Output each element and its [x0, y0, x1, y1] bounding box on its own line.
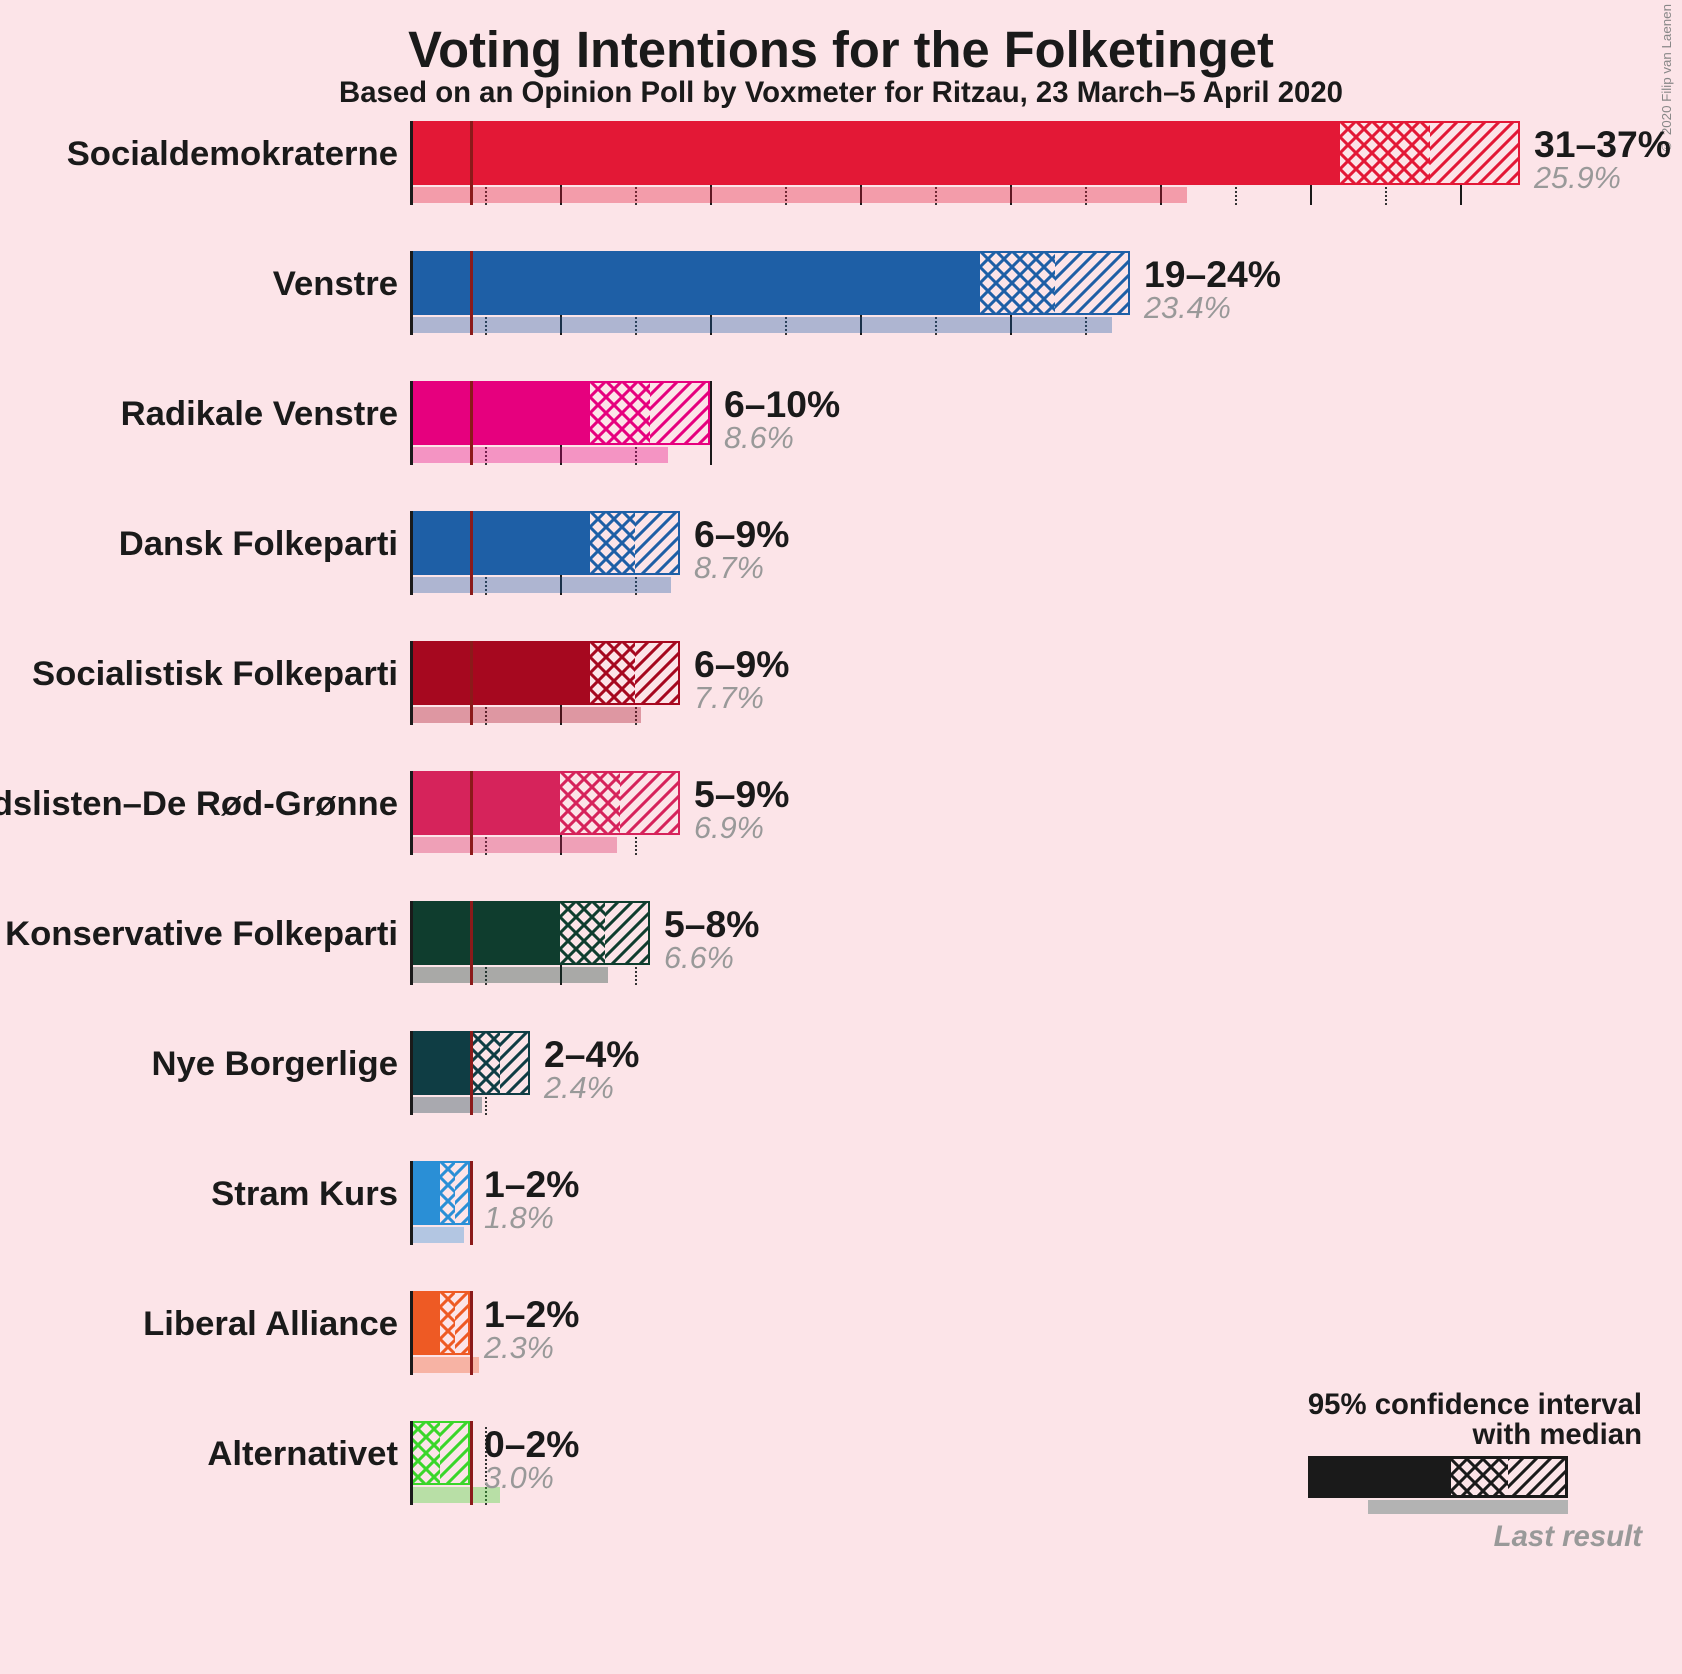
range-label: 0–2%: [484, 1423, 579, 1466]
last-result-bar: [410, 967, 608, 983]
chart-title: Voting Intentions for the Folketinget: [0, 20, 1682, 79]
last-result-label: 7.7%: [694, 681, 764, 716]
threshold-line: [470, 511, 473, 595]
axis-line: [410, 1031, 413, 1115]
legend-ci-line2: with median: [1308, 1418, 1642, 1452]
axis-line: [410, 121, 413, 205]
threshold-line: [470, 121, 473, 205]
range-label: 19–24%: [1144, 253, 1281, 296]
chart-subtitle: Based on an Opinion Poll by Voxmeter for…: [0, 76, 1682, 110]
last-result-label: 25.9%: [1534, 161, 1621, 196]
range-label: 1–2%: [484, 1163, 579, 1206]
last-result-label: 6.6%: [664, 941, 734, 976]
party-label: Alternativet: [207, 1435, 410, 1474]
legend-last-result: Last result: [1308, 1520, 1642, 1554]
axis-line: [410, 641, 413, 725]
last-result-bar: [410, 577, 671, 593]
last-result-label: 8.6%: [724, 421, 794, 456]
last-result-bar: [410, 1357, 479, 1373]
threshold-line: [470, 1031, 473, 1115]
last-result-label: 2.4%: [544, 1071, 614, 1106]
last-result-bar: [410, 317, 1112, 333]
party-row: Det Konservative Folkeparti 5–8%6.6%: [0, 895, 1682, 1025]
threshold-line: [470, 901, 473, 985]
last-result-bar: [410, 447, 668, 463]
last-result-bar: [410, 187, 1187, 203]
threshold-line: [470, 641, 473, 725]
legend: 95% confidence interval with median Last…: [1308, 1388, 1642, 1554]
range-label: 6–10%: [724, 383, 840, 426]
party-label: Venstre: [273, 265, 410, 304]
party-label: Radikale Venstre: [121, 395, 410, 434]
threshold-line: [470, 771, 473, 855]
party-row: Venstre 19–24%23.4%: [0, 245, 1682, 375]
range-label: 1–2%: [484, 1293, 579, 1336]
party-row: Enhedslisten–De Rød-Grønne 5–9%6.9%: [0, 765, 1682, 895]
party-label: Socialdemokraterne: [67, 135, 410, 174]
last-result-label: 6.9%: [694, 811, 764, 846]
threshold-line: [470, 1161, 473, 1245]
chart-canvas: Voting Intentions for the Folketinget Ba…: [0, 0, 1682, 1674]
party-label: Socialistisk Folkeparti: [32, 655, 410, 694]
party-label: Dansk Folkeparti: [119, 525, 410, 564]
range-label: 5–8%: [664, 903, 759, 946]
party-row: Socialdemokraterne 31–37%25.9%: [0, 115, 1682, 245]
axis-line: [410, 251, 413, 335]
party-label: Stram Kurs: [211, 1175, 410, 1214]
range-label: 6–9%: [694, 643, 789, 686]
range-label: 6–9%: [694, 513, 789, 556]
last-result-label: 1.8%: [484, 1201, 554, 1236]
axis-line: [410, 381, 413, 465]
range-label: 5–9%: [694, 773, 789, 816]
party-label: Liberal Alliance: [143, 1305, 410, 1344]
range-label: 31–37%: [1534, 123, 1671, 166]
threshold-line: [470, 1421, 473, 1505]
party-label: Enhedslisten–De Rød-Grønne: [0, 785, 410, 824]
party-row: Socialistisk Folkeparti 6–9%7.7%: [0, 635, 1682, 765]
threshold-line: [470, 251, 473, 335]
party-row: Radikale Venstre 6–10%8.6%: [0, 375, 1682, 505]
party-label: Nye Borgerlige: [151, 1045, 410, 1084]
threshold-line: [470, 1291, 473, 1375]
party-label: Det Konservative Folkeparti: [0, 915, 410, 954]
axis-line: [410, 1291, 413, 1375]
last-result-bar: [410, 707, 641, 723]
last-result-label: 3.0%: [484, 1461, 554, 1496]
last-result-bar: [410, 837, 617, 853]
party-row: Nye Borgerlige 2–4%2.4%: [0, 1025, 1682, 1155]
last-result-label: 8.7%: [694, 551, 764, 586]
last-result-bar: [410, 1227, 464, 1243]
axis-line: [410, 901, 413, 985]
axis-line: [410, 771, 413, 855]
axis-line: [410, 1421, 413, 1505]
axis-line: [410, 511, 413, 595]
last-result-label: 2.3%: [484, 1331, 554, 1366]
range-label: 2–4%: [544, 1033, 639, 1076]
party-row: Stram Kurs 1–2%1.8%: [0, 1155, 1682, 1285]
axis-line: [410, 1161, 413, 1245]
last-result-label: 23.4%: [1144, 291, 1231, 326]
party-row: Dansk Folkeparti 6–9%8.7%: [0, 505, 1682, 635]
threshold-line: [470, 381, 473, 465]
legend-swatch: [1308, 1456, 1568, 1516]
legend-ci-line1: 95% confidence interval: [1308, 1388, 1642, 1422]
